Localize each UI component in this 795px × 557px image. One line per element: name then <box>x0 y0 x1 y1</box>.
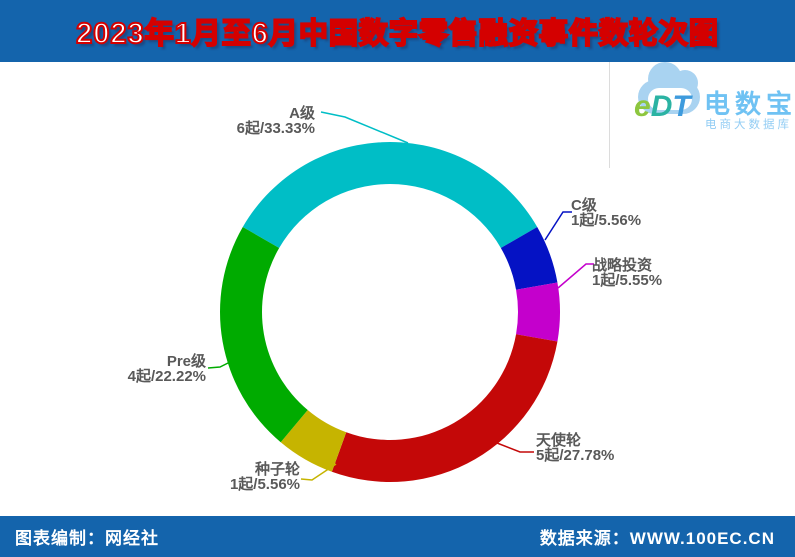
segment-value: 4起/22.22% <box>127 368 206 385</box>
logo-subtitle: 电商大数据库 <box>705 119 792 131</box>
donut-segment-0 <box>242 142 538 248</box>
segment-value: 6起/33.33% <box>236 120 315 137</box>
donut-segment-3 <box>331 334 558 483</box>
leader-line-4 <box>300 463 337 481</box>
donut-segment-2 <box>516 282 561 342</box>
segment-label-strategic: 战略投资 1起/5.55% <box>592 258 662 288</box>
vertical-divider <box>609 62 610 168</box>
edt-logo: eDT 电数宝 电商大数据库 <box>616 62 795 154</box>
segment-label-a-round: A级 6起/33.33% <box>180 106 315 136</box>
segment-label-seed: 种子轮 1起/5.56% <box>160 462 300 492</box>
logo-name: 电数宝 <box>704 89 795 119</box>
donut-segment-5 <box>220 227 308 443</box>
segment-value: 5起/27.78% <box>536 447 615 464</box>
segment-value: 1起/5.55% <box>592 272 663 289</box>
leader-line-2 <box>557 263 594 289</box>
edt-logo-letters: eDT <box>634 92 691 122</box>
cloud-icon-inner <box>648 88 692 110</box>
segment-value: 1起/5.56% <box>229 476 300 493</box>
logo-letter-e: e <box>634 90 651 123</box>
footer-source: 数据来源：WWW.100EC.CN <box>539 529 775 548</box>
title-bar: 2023年1月至6月中国数字零售融资事件数轮次图 <box>0 0 795 62</box>
segment-name: C级 <box>571 197 597 214</box>
segment-label-angel: 天使轮 5起/27.78% <box>536 433 614 463</box>
leader-line-0 <box>320 111 409 144</box>
leader-line-3 <box>496 442 534 453</box>
logo-letter-t: T <box>672 90 691 123</box>
page-title: 2023年1月至6月中国数字零售融资事件数轮次图 <box>75 17 719 51</box>
donut-segment-1 <box>500 226 558 290</box>
segment-label-c-round: C级 1起/5.56% <box>571 198 641 228</box>
footer-bar: 图表编制：网经社 数据来源：WWW.100EC.CN <box>0 516 795 557</box>
leader-line-1 <box>544 211 572 241</box>
segment-value: 1起/5.56% <box>571 212 642 229</box>
segment-name: A级 <box>289 105 315 122</box>
segment-label-pre-round: Pre级 4起/22.22% <box>66 354 206 384</box>
segment-name: Pre级 <box>166 353 206 370</box>
segment-name: 天使轮 <box>536 432 582 449</box>
leader-line-5 <box>207 360 233 369</box>
footer-credit: 图表编制：网经社 <box>15 529 159 548</box>
donut-segment-4 <box>280 410 347 472</box>
logo-letter-d: D <box>650 90 673 123</box>
segment-name: 战略投资 <box>592 257 653 274</box>
segment-name: 种子轮 <box>254 461 300 478</box>
